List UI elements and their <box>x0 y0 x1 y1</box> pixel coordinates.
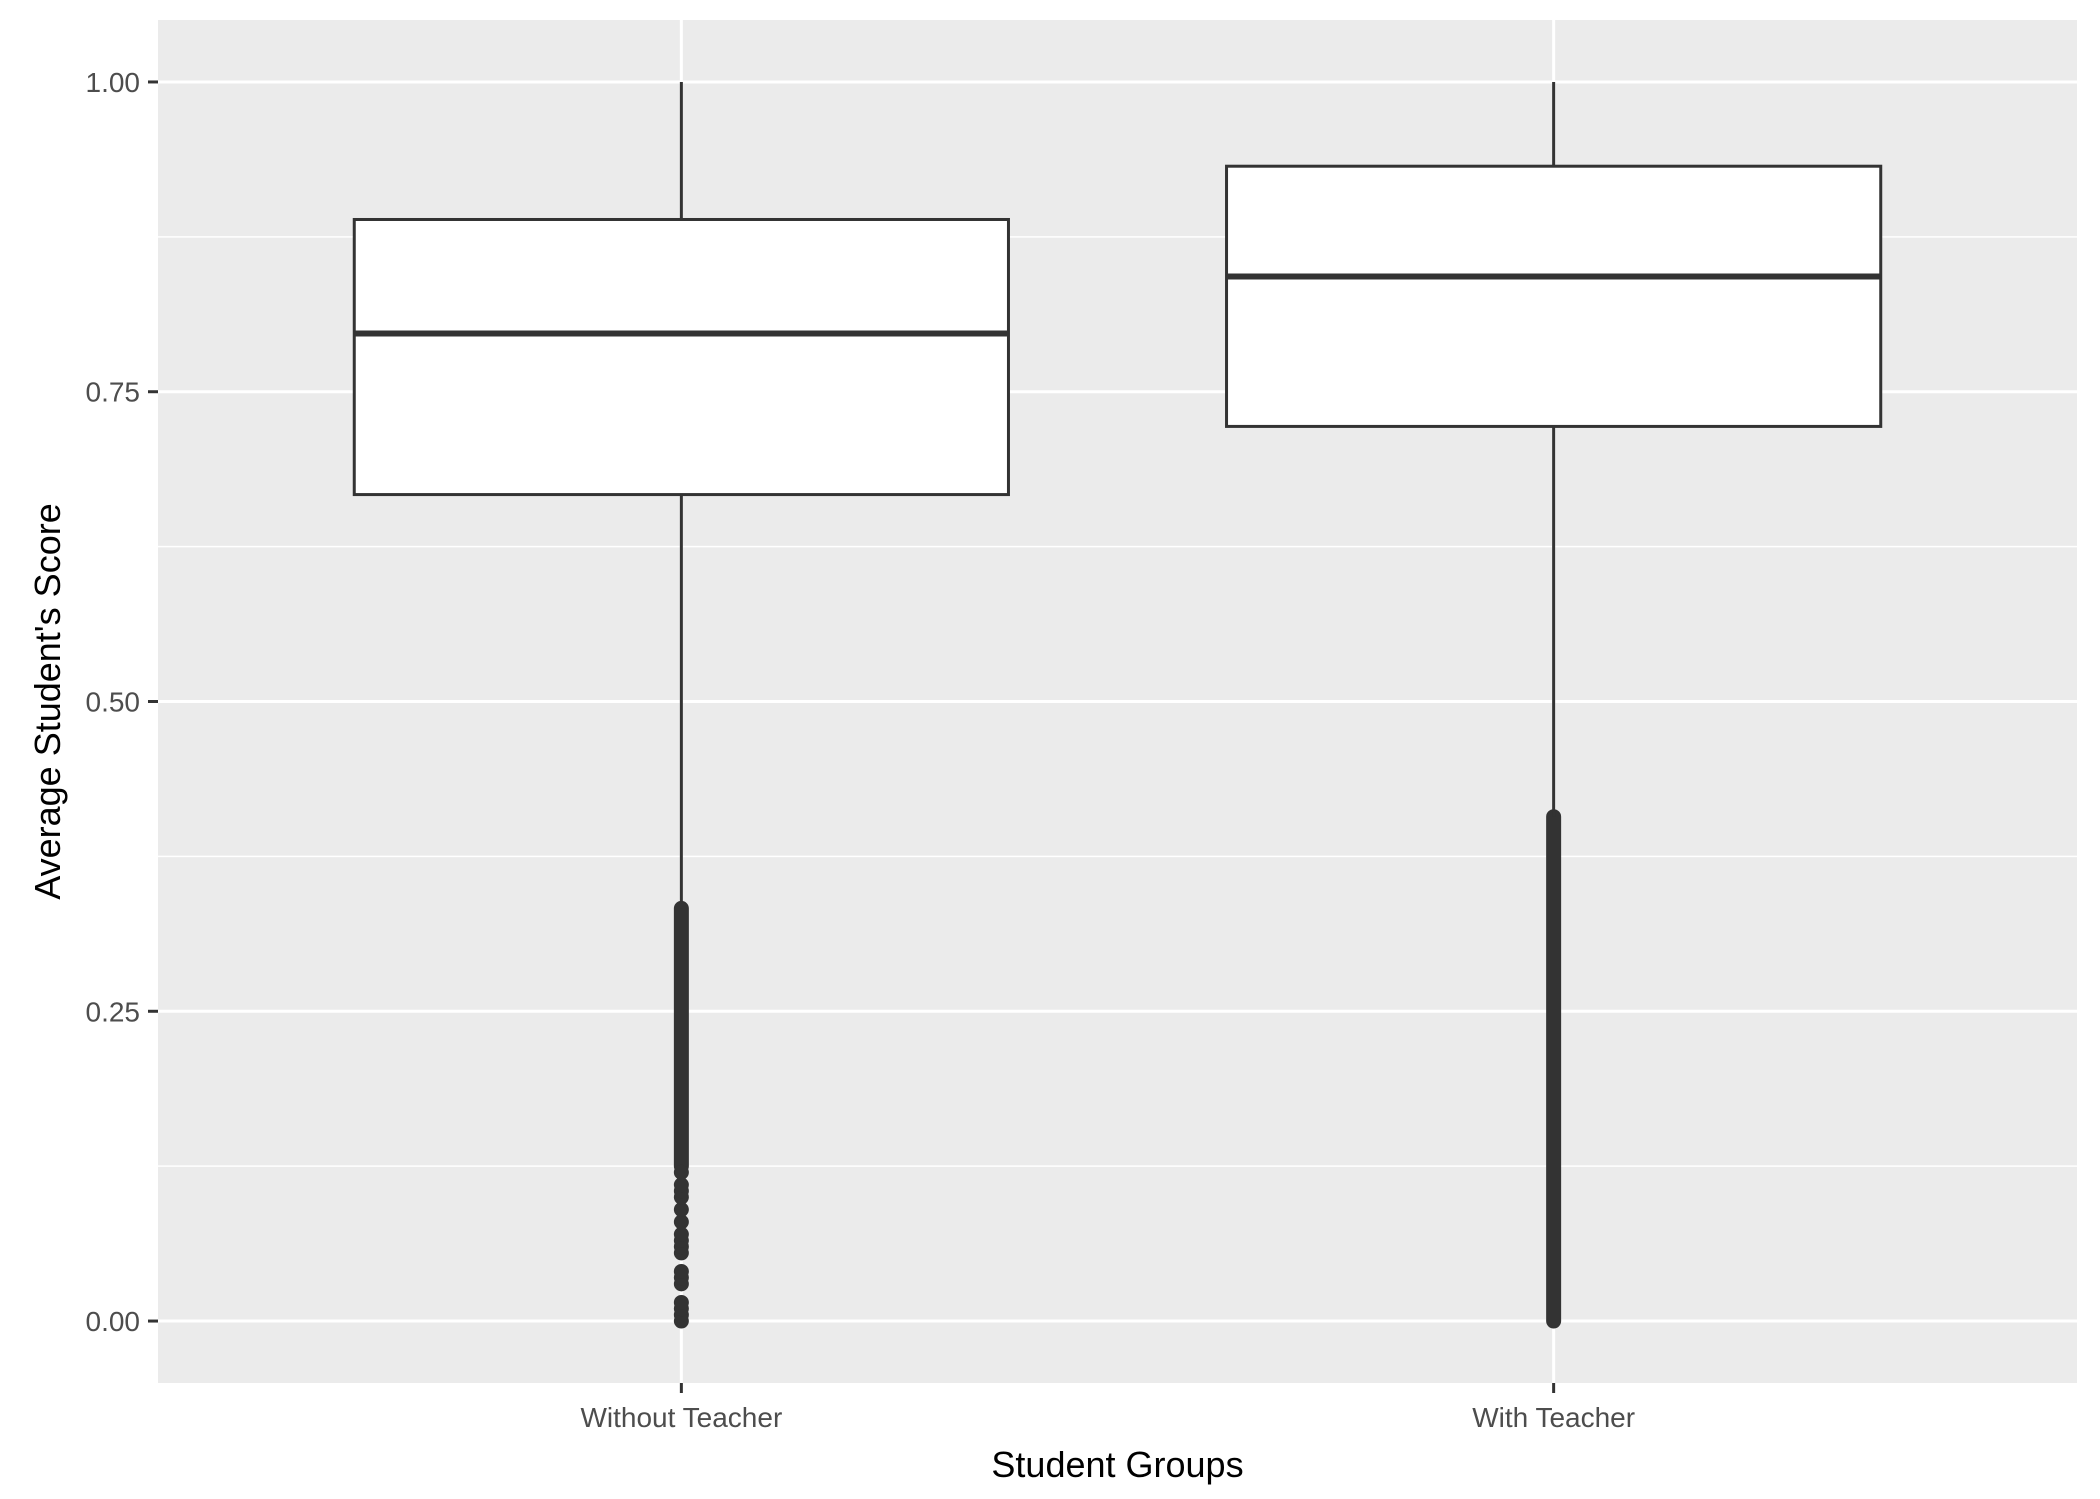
y-tick-label: 0.00 <box>86 1306 141 1337</box>
box-rect <box>1225 164 1883 428</box>
outlier-point <box>673 1214 689 1230</box>
y-tick-label: 1.00 <box>86 67 141 98</box>
outlier-point <box>673 1226 689 1242</box>
outlier-point <box>673 1263 689 1279</box>
box-group <box>352 81 1010 1329</box>
y-tick-label: 0.25 <box>86 996 141 1027</box>
y-axis-title: Average Student's Score <box>27 503 68 899</box>
x-axis-title: Student Groups <box>991 1444 1243 1485</box>
outlier-point <box>673 1294 689 1310</box>
x-tick-label: With Teacher <box>1472 1402 1635 1433</box>
y-tick-label: 0.75 <box>86 377 141 408</box>
outlier-point <box>673 1177 689 1193</box>
x-tick-label: Without Teacher <box>580 1402 782 1433</box>
axes: 0.00 0.25 0.50 0.75 1.00 Without Teacher With … <box>86 67 1636 1433</box>
y-tick-label: 0.50 <box>86 687 141 718</box>
outlier-point <box>673 1164 689 1180</box>
outlier-point <box>673 1202 689 1218</box>
box-group <box>1225 81 1883 1329</box>
box-rect <box>352 217 1010 497</box>
boxes <box>352 81 1883 1329</box>
